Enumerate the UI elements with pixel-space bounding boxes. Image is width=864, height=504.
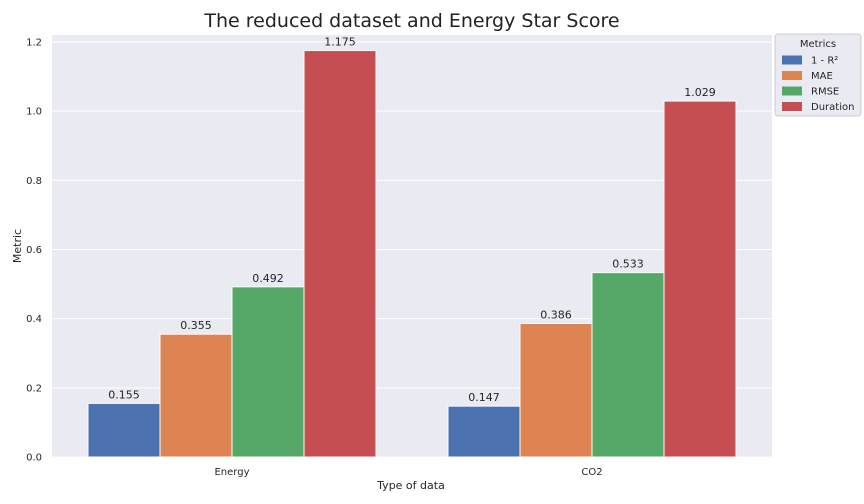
bar-value-label: 1.029: [684, 86, 716, 99]
bar: [591, 272, 665, 458]
y-tick-label: 0.2: [26, 383, 42, 394]
x-tick-label: CO2: [581, 467, 602, 478]
bar: [519, 322, 593, 458]
y-ticks: 0.0 0.2 0.4 0.6 0.8 1.0 1.2: [26, 37, 42, 463]
x-tick-label: Energy: [214, 467, 249, 478]
data-labels: 0.155 0.355 0.492 1.175 0.147 0.386 0.533 1.029: [108, 36, 716, 405]
bar-value-label: 0.155: [108, 388, 140, 401]
chart-title: The reduced dataset and Energy Star Scor…: [203, 10, 619, 32]
bar: [303, 50, 377, 458]
legend-swatch: [782, 86, 802, 96]
x-ticks: Energy CO2: [214, 467, 602, 478]
y-tick-label: 0.0: [26, 453, 42, 464]
legend-swatch: [782, 55, 802, 65]
legend-swatch: [782, 102, 802, 111]
legend-label: RMSE: [811, 87, 839, 98]
legend-label: MAE: [811, 71, 833, 82]
bar-value-label: 1.175: [324, 36, 356, 49]
bar: [159, 333, 233, 458]
bar: [87, 402, 161, 458]
bar-value-label: 0.355: [180, 319, 212, 332]
bar-value-label: 0.147: [468, 391, 500, 404]
y-tick-label: 0.6: [26, 245, 42, 256]
bar-value-label: 0.533: [612, 258, 644, 271]
bar-value-label: 0.492: [252, 272, 284, 285]
bar: [447, 405, 521, 458]
y-axis-label: Metric: [11, 229, 24, 263]
legend-items: 1 - R² MAE RMSE Duration: [782, 55, 854, 113]
y-tick-label: 0.4: [26, 314, 42, 325]
legend-swatch: [782, 71, 802, 80]
bar: [231, 286, 305, 458]
legend-title: Metrics: [800, 39, 836, 50]
bars: [87, 50, 737, 458]
x-axis-label: Type of data: [376, 479, 445, 492]
bar-value-label: 0.386: [540, 308, 572, 321]
legend-label: Duration: [811, 102, 854, 113]
y-tick-label: 1.0: [26, 107, 42, 118]
bar: [663, 100, 737, 458]
legend: Metrics 1 - R² MAE RMSE Duration: [774, 33, 862, 117]
y-tick-label: 1.2: [26, 37, 42, 48]
y-tick-label: 0.8: [26, 176, 42, 187]
legend-label: 1 - R²: [811, 56, 838, 67]
